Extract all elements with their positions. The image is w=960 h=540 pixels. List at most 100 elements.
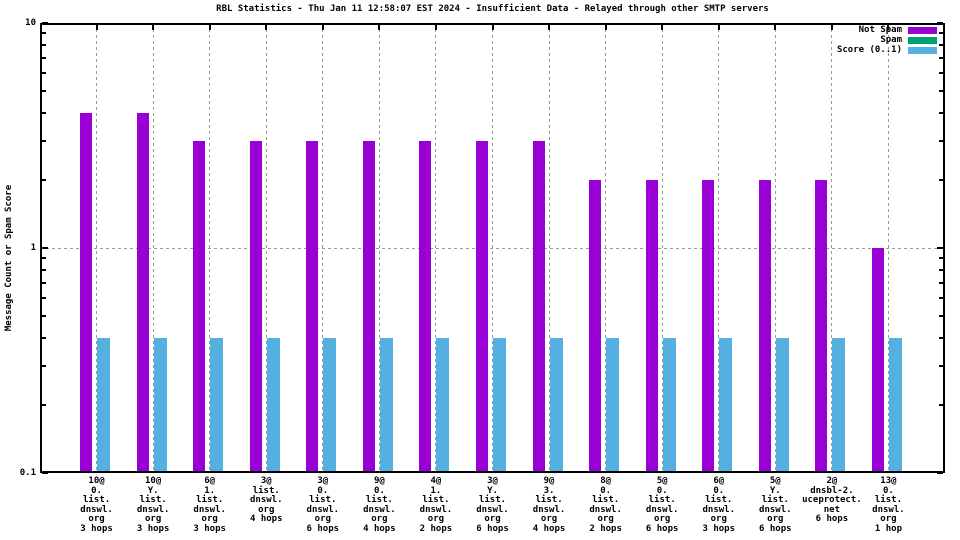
y-tick-minor xyxy=(42,314,46,317)
y-tick-minor xyxy=(42,257,46,260)
bar-score-0-1 xyxy=(832,337,846,473)
bar-score-0-1 xyxy=(210,337,224,473)
y-tick-minor xyxy=(42,111,46,114)
x-category-label: 6@ 0. list. dnswl. org 3 hops xyxy=(702,476,735,534)
y-tick-minor xyxy=(42,179,46,182)
y-tick-major xyxy=(937,472,943,474)
y-tick-minor xyxy=(939,281,943,284)
bar-not-spam xyxy=(758,180,771,473)
legend: Not Spam Spam Score (0..1) xyxy=(0,25,937,55)
bar-score-0-1 xyxy=(97,337,111,473)
bar-score-0-1 xyxy=(662,337,676,473)
y-tick-minor xyxy=(939,314,943,317)
x-category-label: 3@ Y. list. dnswl. org 6 hops xyxy=(476,476,509,534)
bar-not-spam xyxy=(815,180,828,473)
x-tick xyxy=(717,25,720,30)
y-tick-minor xyxy=(42,404,46,407)
bar-score-0-1 xyxy=(775,337,789,473)
y-tick-minor xyxy=(939,32,943,35)
x-category-label: 5@ Y. list. dnswl. org 6 hops xyxy=(759,476,792,534)
y-tick-label: 10 xyxy=(25,18,36,28)
bar-score-0-1 xyxy=(266,337,280,473)
y-tick-minor xyxy=(42,364,46,367)
y-tick-minor xyxy=(42,296,46,299)
x-category-label: 4@ 1. list. dnswl. org 2 hops xyxy=(419,476,453,534)
y-tick-major xyxy=(937,22,943,24)
bar-not-spam xyxy=(589,180,602,473)
bar-not-spam xyxy=(249,140,262,473)
x-category-label: 2@ dnsbl-2. uceprotect. net 6 hops xyxy=(802,476,862,524)
bar-score-0-1 xyxy=(493,337,506,473)
y-tick-minor xyxy=(42,281,46,284)
x-category-label: 10@ 0. list. dnswl. org 3 hops xyxy=(80,476,113,534)
bar-not-spam xyxy=(702,180,715,473)
y-tick-minor xyxy=(939,404,943,407)
x-category-label: 3@ 0. list. dnswl. org 6 hops xyxy=(306,476,340,534)
x-tick xyxy=(152,25,155,30)
y-tick-minor xyxy=(939,111,943,114)
y-tick-major xyxy=(937,247,943,249)
bar-not-spam xyxy=(476,140,488,473)
x-category-label: 5@ 0. list. dnswl. org 6 hops xyxy=(645,476,679,534)
y-tick-minor xyxy=(42,139,46,142)
x-tick xyxy=(208,25,211,30)
x-tick xyxy=(830,25,833,30)
y-tick-label: 1 xyxy=(30,243,36,253)
gridline-horizontal xyxy=(40,247,945,249)
y-tick-minor xyxy=(42,268,46,271)
bar-not-spam xyxy=(419,140,432,473)
bar-score-0-1 xyxy=(153,337,167,473)
legend-label: Not Spam xyxy=(858,25,902,35)
legend-label: Spam xyxy=(880,35,902,45)
x-tick xyxy=(548,25,551,30)
x-tick xyxy=(321,25,324,30)
bar-not-spam xyxy=(193,140,206,473)
bar-not-spam xyxy=(136,112,149,473)
bar-not-spam xyxy=(871,248,884,473)
x-category-label: 10@ Y. list. dnswl. org 3 hops xyxy=(136,476,170,534)
y-tick-minor xyxy=(42,32,46,35)
y-tick-major xyxy=(42,22,48,24)
y-tick-minor xyxy=(939,89,943,92)
y-tick-label: 0.1 xyxy=(19,468,36,478)
x-category-label: 9@ 3. list. dnswl. org 4 hops xyxy=(532,476,566,534)
bar-score-0-1 xyxy=(549,337,563,473)
y-tick-minor xyxy=(939,71,943,74)
y-tick-minor xyxy=(939,139,943,142)
y-tick-minor xyxy=(939,56,943,59)
legend-label: Score (0..1) xyxy=(836,45,902,55)
y-tick-minor xyxy=(939,179,943,182)
y-tick-minor xyxy=(939,296,943,299)
bar-score-0-1 xyxy=(323,337,337,473)
x-category-label: 3@ list. dnswl. org 4 hops xyxy=(249,476,283,524)
x-category-label: 6@ 1. list. dnswl. org 3 hops xyxy=(193,476,226,534)
bar-not-spam xyxy=(532,140,545,473)
x-tick xyxy=(491,25,494,30)
y-tick-major xyxy=(42,472,48,474)
y-tick-minor xyxy=(42,336,46,339)
x-tick xyxy=(434,25,437,30)
bar-not-spam xyxy=(362,140,375,473)
bar-not-spam xyxy=(80,112,93,473)
legend-swatch xyxy=(908,46,937,54)
x-category-label: 13@ 0. list. dnswl. org 1 hop xyxy=(872,476,905,534)
bar-not-spam xyxy=(306,140,319,473)
y-tick-minor xyxy=(939,336,943,339)
bar-score-0-1 xyxy=(719,337,733,473)
x-tick xyxy=(774,25,777,30)
legend-swatch xyxy=(908,36,937,44)
x-tick xyxy=(95,25,98,30)
x-tick xyxy=(265,25,268,30)
y-tick-minor xyxy=(939,43,943,46)
legend-item-score-0-1: Score (0..1) xyxy=(0,45,937,55)
bar-score-0-1 xyxy=(379,337,393,473)
y-tick-major xyxy=(42,247,48,249)
bar-score-0-1 xyxy=(888,337,902,473)
y-tick-minor xyxy=(939,257,943,260)
y-tick-minor xyxy=(42,71,46,74)
chart-title: RBL Statistics - Thu Jan 11 12:58:07 EST… xyxy=(216,4,769,14)
y-tick-minor xyxy=(42,89,46,92)
bar-score-0-1 xyxy=(436,337,450,473)
bar-not-spam xyxy=(645,180,658,473)
y-tick-minor xyxy=(939,364,943,367)
